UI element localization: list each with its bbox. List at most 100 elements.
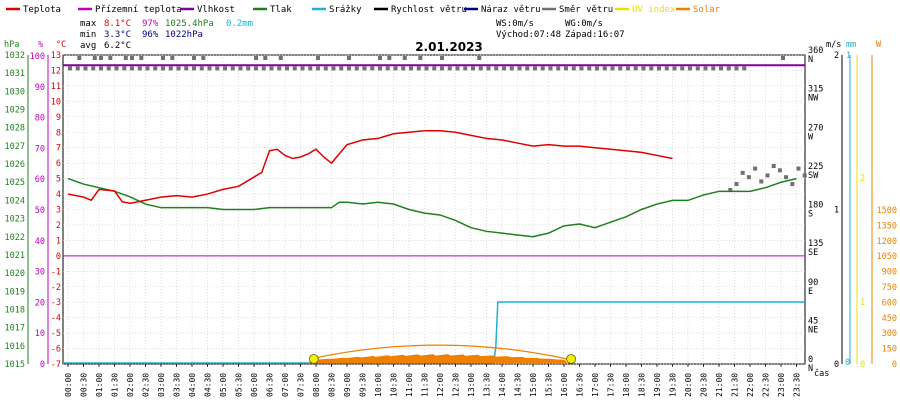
tick-label-compass: W (808, 132, 814, 142)
tick-label-mm: 0 (845, 358, 850, 368)
wind-direction-point (595, 66, 599, 71)
wind-direction-point (641, 66, 646, 71)
wind-direction-point (548, 66, 553, 71)
x-tick-label: 01:30 (111, 373, 120, 397)
x-tick-label: 04:00 (188, 373, 197, 397)
wind-direction-point (168, 66, 173, 71)
wind-direction-point (740, 170, 745, 175)
tick-label-celsius: 10 (51, 97, 61, 107)
wind-direction-point (130, 56, 134, 60)
wind-direction-point (440, 66, 444, 71)
tick-label-percent: 10 (35, 329, 45, 339)
wind-direction-point (230, 66, 235, 71)
wind-direction-point (153, 66, 158, 71)
axis-unit-celsius: °C (56, 40, 66, 50)
wind-direction-point (215, 66, 220, 71)
x-tick-label: 19:00 (653, 373, 662, 397)
wind-speed-info: WS:0m/s (496, 19, 534, 29)
tick-label-hpa: 1024 (5, 196, 25, 206)
wind-direction-point (246, 66, 251, 71)
wind-direction-point (418, 56, 423, 60)
wind-direction-point (525, 66, 530, 71)
wind-direction-point (719, 66, 723, 71)
tick-label-uv: 1 (860, 298, 865, 308)
tick-label-hpa: 1015 (5, 360, 25, 370)
wind-direction-point (170, 56, 175, 60)
x-tick-label: 06:00 (250, 373, 259, 397)
axis-unit-ms: m/s (826, 40, 841, 50)
stat-min-press: 1022hPa (165, 30, 203, 40)
x-tick-label: 06:30 (266, 373, 275, 397)
x-tick-label: 09:30 (359, 373, 368, 397)
wind-direction-point (742, 66, 747, 71)
tick-label-celsius: 2 (56, 221, 61, 231)
wind-direction-point (339, 66, 344, 71)
tick-label-percent: 40 (35, 237, 45, 247)
tick-label-hpa: 1025 (5, 178, 25, 188)
wind-direction-point (192, 66, 196, 71)
wind-direction-point (777, 168, 782, 173)
tick-label-celsius: -7 (51, 360, 61, 370)
stat-min-hum: 96% (142, 30, 159, 40)
x-tick-label: 08:00 (312, 373, 321, 397)
tick-label-hpa: 1029 (5, 106, 25, 116)
x-tick-label: 03:00 (157, 373, 166, 397)
x-tick-label: 14:00 (498, 373, 507, 397)
sunrise-marker (308, 354, 319, 364)
tick-label-wm2: 0 (892, 360, 897, 370)
wind-direction-point (192, 56, 196, 60)
tick-label-direction: 45 (808, 316, 818, 326)
x-tick-label: 16:00 (560, 373, 569, 397)
wind-direction-point (571, 66, 576, 71)
x-tick-label: 13:30 (483, 373, 492, 397)
tick-label-celsius: 3 (56, 206, 61, 216)
wind-direction-point (145, 66, 150, 71)
x-tick-label: 05:30 (235, 373, 244, 397)
tick-label-hpa: 1017 (5, 324, 25, 334)
tick-label-percent: 30 (35, 268, 45, 278)
wind-direction-point (263, 56, 268, 60)
sunset-info: Západ:16:07 (565, 30, 625, 40)
wind-direction-point (734, 66, 739, 71)
wind-direction-point (502, 66, 506, 71)
wind-direction-point (378, 66, 382, 71)
tick-label-wm2: 600 (882, 298, 897, 308)
wind-direction-point (347, 56, 351, 60)
x-tick-label: 22:30 (762, 373, 771, 397)
wind-direction-point (759, 179, 764, 184)
wind-direction-point (432, 66, 437, 71)
wind-direction-point (223, 66, 227, 71)
tick-label-compass: N (808, 55, 813, 65)
wind-direction-point (201, 56, 206, 60)
tick-label-celsius: -3 (51, 298, 61, 308)
wind-direction-point (254, 66, 258, 71)
wind-direction-point (354, 66, 359, 71)
tick-label-celsius: 1 (56, 236, 61, 246)
wind-direction-point (106, 66, 111, 71)
x-tick-label: 09:00 (343, 373, 352, 397)
tick-label-wm2: 1050 (877, 252, 897, 262)
tick-label-celsius: -2 (51, 283, 61, 293)
tick-label-compass: N (808, 364, 813, 374)
tick-label-direction: 270 (808, 123, 823, 133)
tick-label-percent: 60 (35, 175, 45, 185)
wind-direction-point (447, 66, 452, 71)
x-tick-label: 14:30 (514, 373, 523, 397)
wind-direction-point (378, 56, 382, 60)
x-tick-label: 20:30 (700, 373, 709, 397)
wind-direction-point (753, 166, 758, 171)
wind-direction-point (370, 66, 375, 71)
wind-direction-point (556, 66, 561, 71)
x-tick-label: 10:30 (390, 373, 399, 397)
legend-label: Srážky (329, 5, 362, 15)
wind-direction-point (261, 66, 266, 71)
x-tick-label: 15:00 (529, 373, 538, 397)
wind-direction-point (409, 66, 413, 71)
tick-label-wm2: 1350 (877, 221, 897, 231)
wind-direction-point (796, 166, 801, 171)
wind-gust-info: WG:0m/s (565, 19, 603, 29)
wind-direction-point (672, 66, 677, 71)
wind-direction-point (728, 188, 733, 193)
wind-direction-point (463, 66, 468, 71)
wind-direction-point (509, 66, 514, 71)
